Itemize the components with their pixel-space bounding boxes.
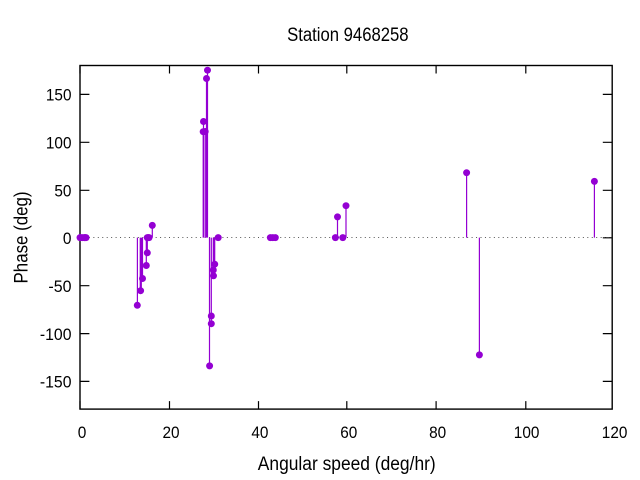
svg-text:40: 40 [251, 423, 268, 442]
svg-text:60: 60 [340, 423, 357, 442]
svg-text:Angular speed (deg/hr): Angular speed (deg/hr) [258, 454, 436, 475]
svg-text:-100: -100 [40, 325, 72, 344]
svg-text:0: 0 [63, 229, 72, 248]
svg-text:Station 9468258: Station 9468258 [287, 25, 409, 46]
svg-text:100: 100 [514, 423, 540, 442]
svg-text:50: 50 [54, 182, 71, 201]
svg-text:-50: -50 [48, 277, 71, 296]
svg-text:-150: -150 [40, 373, 72, 392]
svg-text:20: 20 [162, 423, 179, 442]
svg-text:Phase (deg): Phase (deg) [11, 192, 32, 284]
svg-text:80: 80 [429, 423, 446, 442]
svg-text:120: 120 [602, 423, 628, 442]
svg-text:150: 150 [46, 86, 72, 105]
svg-text:0: 0 [78, 423, 87, 442]
svg-text:100: 100 [46, 134, 72, 153]
